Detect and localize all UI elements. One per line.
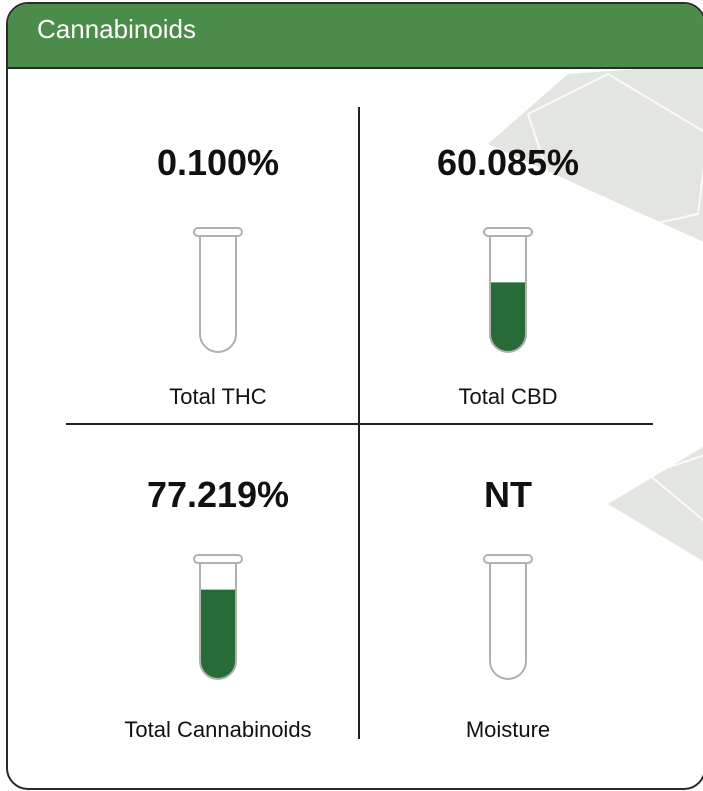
card-header: Cannabinoids [8, 4, 703, 69]
metric-value: NT [484, 474, 532, 515]
metric-label: Total THC [169, 384, 267, 409]
tube-outline [199, 236, 237, 353]
tube-outline [199, 563, 237, 680]
test-tube-icon [483, 227, 533, 353]
metric-value: 0.100% [156, 142, 280, 183]
tube-fill [200, 589, 236, 679]
hexagon-background-decoration [488, 64, 703, 561]
metric-label: Total Cannabinoids [124, 717, 312, 742]
cannabinoids-card: Cannabinoids 0.100% Total THC 60.085% To… [6, 2, 703, 790]
test-tube-icon [193, 554, 243, 680]
tube-outline [489, 236, 527, 353]
tube-lip [193, 227, 243, 237]
test-tube-icon [193, 227, 243, 353]
test-tube-icon [483, 554, 533, 680]
header-title: Cannabinoids [37, 14, 197, 44]
metric-value: 60.085% [436, 142, 580, 183]
metric-value: 77.219% [146, 474, 290, 515]
tube-lip [483, 227, 533, 237]
horizontal-divider [66, 423, 653, 425]
tube-outline [489, 563, 527, 680]
metric-label: Total CBD [458, 384, 558, 409]
metric-label: Moisture [465, 717, 551, 742]
tube-fill [490, 282, 526, 352]
tube-lip [483, 554, 533, 564]
tube-lip [193, 554, 243, 564]
